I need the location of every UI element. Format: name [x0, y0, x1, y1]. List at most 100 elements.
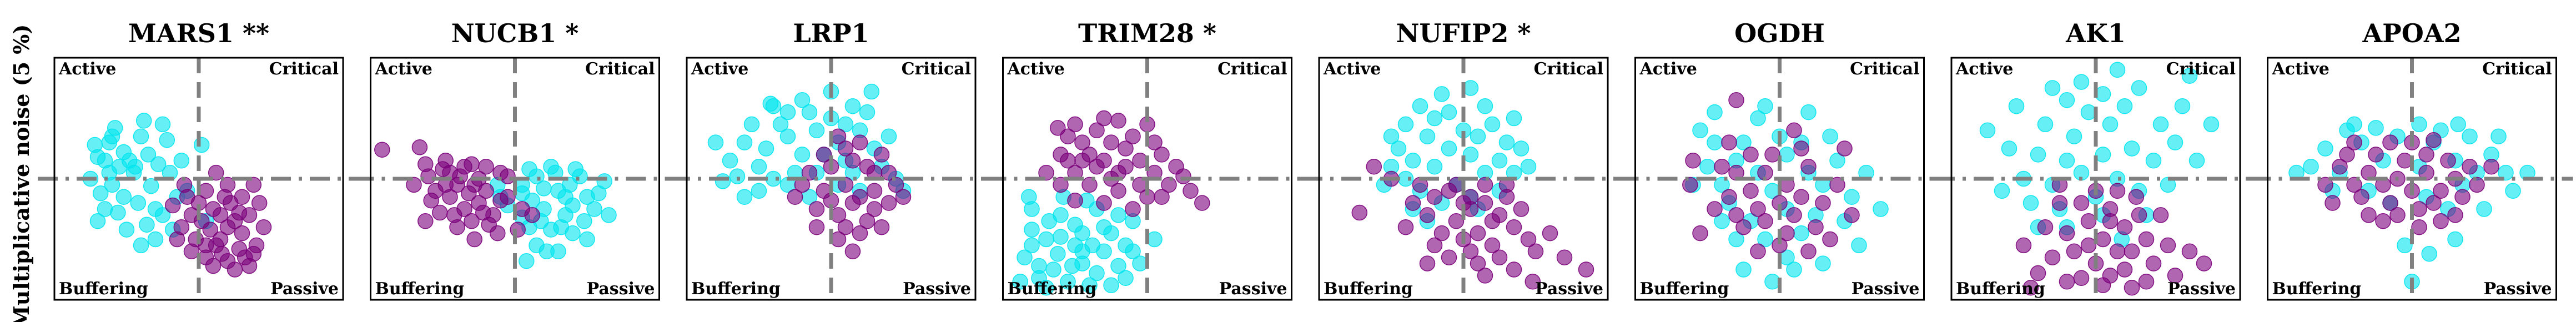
data-point	[2124, 279, 2140, 296]
data-point	[1433, 225, 1450, 242]
data-point	[227, 261, 243, 278]
data-point	[591, 185, 607, 202]
data-point	[1743, 147, 1759, 163]
data-point	[859, 158, 876, 175]
panel-5: OGDH Active Critical Buffering Passive	[1618, 18, 1941, 301]
data-point	[1491, 153, 1508, 169]
data-point	[1735, 219, 1752, 235]
panel-title: APOA2	[2362, 18, 2461, 48]
data-point	[2116, 219, 2133, 235]
data-point	[567, 161, 583, 177]
corner-label-bottom-left: Buffering	[1324, 279, 1413, 299]
data-point	[743, 116, 760, 133]
data-point	[234, 225, 250, 242]
data-point	[159, 132, 175, 148]
data-point	[1419, 128, 1436, 144]
data-point	[466, 231, 482, 248]
data-point	[794, 147, 811, 163]
data-point	[873, 147, 890, 163]
data-point	[1426, 237, 1443, 254]
data-point	[231, 204, 248, 221]
data-point	[837, 219, 854, 235]
data-point	[881, 195, 897, 211]
data-point	[1154, 189, 1170, 205]
data-point	[449, 219, 465, 235]
data-point	[500, 168, 516, 184]
corner-label-top-right: Critical	[902, 59, 971, 79]
data-point	[1021, 189, 1037, 205]
data-point	[1707, 201, 1723, 217]
data-point	[1513, 201, 1530, 217]
data-point	[1470, 225, 1486, 242]
data-point	[2066, 128, 2082, 144]
data-point	[1728, 92, 1744, 108]
data-point	[147, 231, 164, 248]
data-point	[2181, 68, 2198, 84]
data-point	[866, 201, 883, 217]
corner-label-top-left: Active	[2272, 59, 2330, 79]
corner-label-bottom-right: Passive	[270, 279, 339, 299]
data-point	[808, 201, 825, 217]
data-point	[707, 134, 724, 150]
panel-title: MARS1 **	[128, 18, 269, 48]
corner-label-bottom-right: Passive	[1219, 279, 1287, 299]
data-point	[2368, 120, 2384, 136]
data-point	[406, 177, 422, 193]
data-point	[801, 164, 818, 181]
data-point	[1743, 183, 1759, 199]
data-point	[1426, 110, 1443, 127]
data-point	[1682, 177, 1698, 193]
data-point	[1405, 153, 1421, 169]
data-point	[1074, 225, 1090, 242]
data-point	[1132, 153, 1148, 169]
data-point	[2196, 255, 2212, 271]
data-point	[140, 147, 157, 163]
data-point	[1390, 140, 1407, 157]
data-point	[1786, 122, 1802, 139]
data-point	[2059, 274, 2075, 290]
data-point	[852, 225, 868, 242]
data-point	[1979, 122, 1996, 139]
panel-frame	[686, 57, 977, 301]
data-point	[461, 185, 477, 202]
data-point	[1837, 140, 1853, 157]
panel-frame	[1002, 57, 1292, 301]
data-point	[2375, 213, 2391, 229]
series-0	[1685, 98, 1889, 290]
data-point	[2044, 80, 2061, 96]
data-point	[1426, 189, 1443, 205]
data-point	[1484, 116, 1501, 133]
data-point	[1397, 116, 1414, 133]
data-point	[1462, 189, 1479, 205]
data-point	[2015, 237, 2032, 254]
data-point	[1692, 225, 1708, 242]
corner-label-top-left: Active	[375, 59, 432, 79]
data-point	[1041, 213, 1057, 229]
data-point	[1397, 219, 1414, 235]
data-point	[1714, 177, 1730, 193]
plot-area	[374, 139, 617, 269]
data-point	[536, 180, 552, 197]
data-point	[198, 249, 214, 265]
data-point	[188, 231, 204, 248]
data-point	[150, 156, 167, 173]
data-point	[2181, 243, 2198, 260]
data-point	[772, 116, 789, 133]
data-point	[2368, 147, 2384, 163]
data-point	[478, 158, 494, 175]
data-point	[1728, 231, 1744, 248]
data-point	[1520, 158, 1537, 175]
data-point	[2152, 207, 2169, 223]
data-point	[1110, 113, 1126, 129]
corner-label-bottom-right: Passive	[903, 279, 971, 299]
data-point	[1074, 134, 1090, 150]
data-point	[1462, 243, 1479, 260]
plot-area	[1979, 62, 2220, 296]
data-point	[1757, 98, 1773, 114]
data-point	[1017, 249, 1033, 265]
data-point	[1448, 213, 1465, 229]
data-point	[2411, 201, 2427, 217]
data-point	[1873, 201, 1889, 217]
data-point	[2128, 189, 2145, 205]
